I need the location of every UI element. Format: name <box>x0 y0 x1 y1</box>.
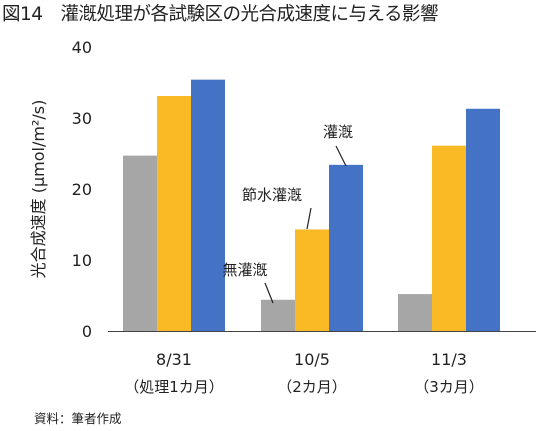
x-category-sublabel: （3カ月） <box>414 378 484 396</box>
annotation-leader-line <box>306 207 312 230</box>
annotation-label-no-irrigation: 無灌漑 <box>222 261 267 279</box>
bar-no-irrigation-2 <box>398 294 432 331</box>
annotation-label-irrigation: 灌漑 <box>323 123 353 141</box>
series-annotations: 無灌漑 節水灌漑 灌漑 <box>222 123 353 304</box>
y-tick-label: 0 <box>82 322 92 341</box>
y-axis-title: 光合成速度 (μmol/m²/s) <box>29 100 48 279</box>
x-category-label: 10/5 <box>294 350 330 369</box>
x-category-label: 8/31 <box>156 350 192 369</box>
annotation-leader-line <box>335 145 347 167</box>
bar-water-saving-irrigation-1 <box>295 229 329 331</box>
y-tick-label: 40 <box>72 38 92 57</box>
bar-water-saving-irrigation-0 <box>157 95 191 332</box>
bar-no-irrigation-0 <box>123 155 157 331</box>
bar-irrigation-1 <box>329 164 363 331</box>
source-note: 資料：筆者作成 <box>34 411 122 426</box>
y-axis-title-group: 光合成速度 (μmol/m²/s) <box>29 100 48 279</box>
x-category-sublabel: （2カ月） <box>277 378 347 396</box>
annotation-label-water-saving-irrigation: 節水灌漑 <box>242 186 302 204</box>
y-tick-label: 10 <box>72 251 92 270</box>
x-category-label: 11/3 <box>431 350 467 369</box>
x-axis-categories: 8/31 （処理1カ月） 10/5 （2カ月） 11/3 （3カ月） <box>124 350 484 396</box>
bar-no-irrigation-1 <box>261 299 295 331</box>
y-tick-label: 30 <box>72 109 92 128</box>
bar-irrigation-0 <box>191 79 225 331</box>
y-axis-ticks: 0 10 20 30 40 <box>72 38 92 341</box>
bar-water-saving-irrigation-2 <box>432 145 466 331</box>
x-category-sublabel: （処理1カ月） <box>124 378 224 396</box>
annotation-leader-line <box>264 282 274 304</box>
y-tick-label: 20 <box>72 180 92 199</box>
bar-irrigation-2 <box>466 108 500 332</box>
bars <box>123 79 500 332</box>
chart-title: 図14 灌漑処理が各試験区の光合成速度に与える影響 <box>2 4 439 25</box>
